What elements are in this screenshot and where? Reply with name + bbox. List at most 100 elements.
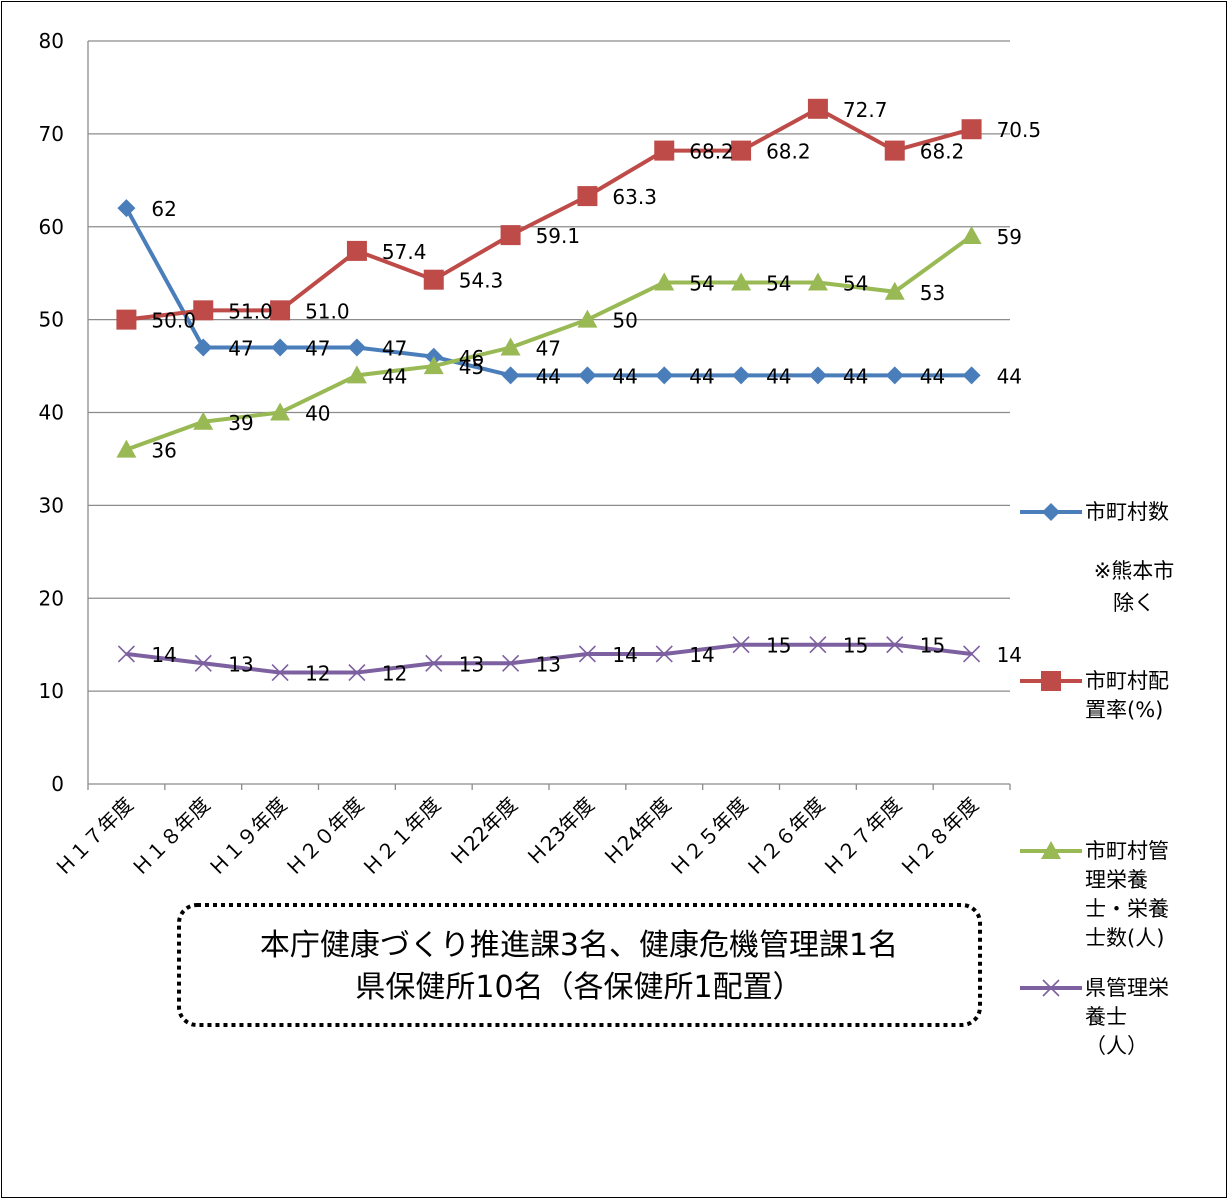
- municipal-dietitians-data-label: 39: [228, 411, 253, 435]
- municipality-count-data-label: 44: [536, 364, 561, 388]
- placement-rate-data-label: 57.4: [382, 240, 427, 264]
- prefecture-dietitians-legend-label: 県管理栄: [1085, 976, 1169, 1000]
- prefecture-dietitians-data-label: 14: [689, 643, 714, 667]
- x-tick-label-4: Ｈ２０年度: [281, 793, 369, 881]
- placement-rate-data-label: 51.0: [228, 299, 273, 323]
- prefecture-dietitians-point: [732, 636, 750, 654]
- y-tick-label-10: 10: [39, 679, 64, 703]
- x-tick-label-5: Ｈ２１年度: [358, 793, 446, 881]
- placement-rate-point: [423, 269, 444, 290]
- placement-rate-data-label: 68.2: [766, 140, 811, 164]
- municipal-dietitians-legend-label: 士・栄養: [1085, 897, 1169, 921]
- prefecture-dietitians-line: [126, 642, 972, 675]
- legend-note-line: 除く: [1113, 591, 1155, 615]
- municipal-dietitians-line: [125, 234, 973, 452]
- prefecture-dietitians-data-label: 14: [151, 643, 176, 667]
- y-tick-label-0: 0: [51, 772, 64, 796]
- municipality-count-point: [962, 366, 981, 385]
- placement-rate-data-label: 51.0: [305, 299, 350, 323]
- data-labels: 62 47 47 47 46 44 44 44 44 44 44 44 50.0 51.0 51.0 57.4…: [151, 98, 1041, 686]
- municipal-dietitians-point: [346, 365, 367, 384]
- prefecture-dietitians-point: [578, 645, 596, 663]
- placement-rate-data-label: 63.3: [612, 185, 657, 209]
- municipal-dietitians-point: [423, 356, 444, 375]
- placement-rate-data-label: 59.1: [536, 224, 581, 248]
- municipality-count-point: [117, 199, 136, 218]
- municipal-dietitians-legend-label: 市町村管: [1085, 839, 1169, 863]
- placement-rate-data-label: 70.5: [997, 118, 1042, 142]
- series-group: [116, 98, 982, 682]
- municipality-count-data-label: 47: [228, 336, 253, 360]
- municipality-count-line: [124, 207, 972, 378]
- municipality-count-data-label: 44: [843, 364, 868, 388]
- municipality-count-legend-label: 市町村数: [1085, 500, 1169, 524]
- municipal-dietitians-point: [884, 281, 905, 300]
- x-tick-label-10: Ｈ２６年度: [742, 793, 830, 881]
- x-tick-label-6: Ｈ22年度: [445, 793, 522, 870]
- prefecture-dietitians-data-label: 13: [459, 652, 484, 676]
- placement-rate-point: [270, 300, 291, 321]
- municipality-count-data-label: 44: [997, 364, 1022, 388]
- municipal-dietitians-point: [116, 439, 137, 458]
- municipal-dietitians-point: [654, 272, 675, 291]
- prefecture-dietitians-data-label: 14: [612, 643, 637, 667]
- municipality-count-data-label: 47: [305, 336, 330, 360]
- municipal-dietitians-point: [270, 402, 291, 421]
- municipal-dietitians-point: [961, 226, 982, 245]
- prefecture-dietitians-data-label: 13: [228, 652, 253, 676]
- y-tick-label-40: 40: [39, 401, 64, 425]
- municipality-count-data-label: 47: [382, 336, 407, 360]
- placement-rate-point: [193, 300, 214, 321]
- municipal-dietitians-data-label: 40: [305, 402, 330, 426]
- municipal-dietitians-point: [500, 337, 521, 356]
- prefecture-dietitians-data-label: 15: [920, 634, 945, 658]
- prefecture-dietitians-point: [348, 663, 366, 682]
- prefecture-dietitians-legend-label: 養士: [1085, 1005, 1127, 1029]
- prefecture-dietitians-point: [886, 636, 904, 654]
- prefecture-dietitians-point: [425, 654, 443, 672]
- municipal-dietitians-data-label: 44: [382, 364, 407, 388]
- municipal-dietitians-data-label: 54: [766, 271, 791, 295]
- prefecture-dietitians-data-label: 15: [843, 634, 868, 658]
- placement-rate-data-label: 54.3: [459, 269, 504, 293]
- municipality-count-legend-marker: [1042, 503, 1060, 521]
- x-tick-label-11: Ｈ２７年度: [819, 793, 907, 881]
- municipal-dietitians-data-label: 50: [612, 309, 637, 333]
- municipal-dietitians-legend-label: 士数(人): [1085, 926, 1164, 950]
- prefecture-dietitians-data-label: 12: [305, 662, 330, 686]
- municipal-dietitians-point: [731, 272, 752, 291]
- y-tick-label-60: 60: [39, 215, 64, 239]
- placement-rate-legend-marker: [1041, 671, 1061, 691]
- annotation-line-1: 本庁健康づくり推進課3名、健康危機管理課1名: [260, 928, 898, 963]
- municipality-count-data-label: 44: [920, 364, 945, 388]
- municipal-dietitians-data-label: 36: [151, 439, 176, 463]
- prefecture-dietitians-data-label: 13: [536, 652, 561, 676]
- municipality-count-point: [732, 366, 751, 385]
- placement-rate-point: [116, 309, 137, 330]
- prefecture-dietitians-legend-label: （人）: [1085, 1034, 1148, 1058]
- placement-rate-point: [961, 119, 982, 140]
- placement-rate-data-label: 50.0: [151, 309, 196, 333]
- y-axis: 0 10 20 30 40 50 60 70 80: [39, 29, 89, 796]
- x-tick-label-7: Ｈ23年度: [522, 793, 599, 870]
- prefecture-dietitians-point: [271, 663, 289, 682]
- municipal-dietitians-point: [807, 272, 828, 291]
- municipal-dietitians-point: [193, 411, 214, 430]
- gridlines: [88, 40, 1010, 692]
- prefecture-dietitians-point: [655, 645, 673, 663]
- annotation-border: [177, 903, 982, 1027]
- annotation-line-2: 県保健所10名（各保健所1配置）: [355, 970, 802, 1005]
- municipality-count-point: [885, 366, 904, 385]
- y-tick-label-20: 20: [39, 586, 64, 610]
- municipal-dietitians-legend-marker: [1041, 841, 1061, 859]
- municipality-count-data-label: 46: [459, 346, 484, 370]
- prefecture-dietitians-point: [809, 636, 827, 654]
- municipality-count-point: [655, 366, 674, 385]
- x-tick-label-9: Ｈ２５年度: [665, 793, 753, 881]
- placement-rate-point: [731, 140, 752, 161]
- municipality-count-point: [578, 366, 597, 385]
- municipality-count-data-label: 62: [151, 197, 176, 221]
- placement-rate-legend-label: 市町村配: [1085, 669, 1169, 693]
